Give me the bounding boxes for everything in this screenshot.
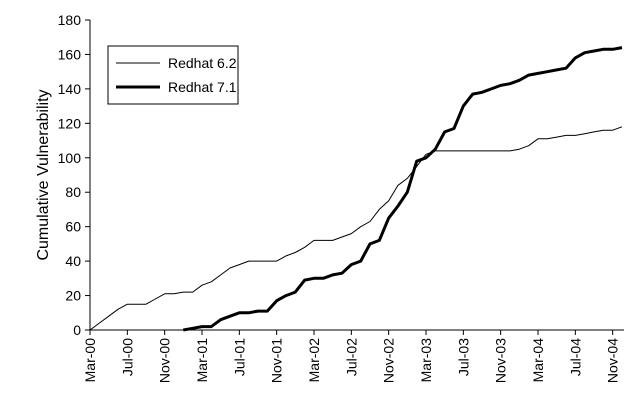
x-tick-label: Jul-00: [119, 338, 135, 376]
legend-box: [107, 45, 239, 105]
y-tick-label: 180: [58, 12, 82, 28]
line-series: [89, 126, 623, 331]
x-tick-label: Jul-04: [567, 338, 583, 376]
y-tick-label: 100: [58, 150, 82, 166]
x-tick-label: Nov-04: [605, 338, 621, 383]
y-axis-label: Cumulative Vulnerability: [35, 89, 52, 260]
y-tick-label: 120: [58, 115, 82, 131]
y-tick-label: 140: [58, 81, 82, 97]
line-series: [183, 46, 623, 332]
legend-label: Redhat 7.1: [168, 79, 237, 95]
x-tick-label: Mar-01: [194, 338, 210, 383]
y-tick-label: 40: [65, 253, 81, 269]
y-tick-label: 0: [73, 322, 81, 338]
x-tick-label: Mar-00: [82, 338, 98, 383]
y-tick-label: 60: [65, 219, 81, 235]
x-tick-label: Mar-04: [530, 338, 546, 383]
x-tick-label: Nov-02: [381, 338, 397, 383]
x-tick-label: Nov-01: [269, 338, 285, 383]
x-tick-label: Nov-00: [157, 338, 173, 383]
legend-label: Redhat 6.2: [168, 55, 237, 71]
y-tick-label: 20: [65, 288, 81, 304]
x-tick-label: Mar-03: [418, 338, 434, 383]
y-tick-label: 80: [65, 184, 81, 200]
x-tick-label: Jul-02: [343, 338, 359, 376]
x-tick-label: Jul-03: [455, 338, 471, 376]
x-tick-label: Nov-03: [493, 338, 509, 383]
y-tick-label: 160: [58, 46, 82, 62]
x-tick-label: Mar-02: [306, 338, 322, 383]
x-tick-label: Jul-01: [231, 338, 247, 376]
